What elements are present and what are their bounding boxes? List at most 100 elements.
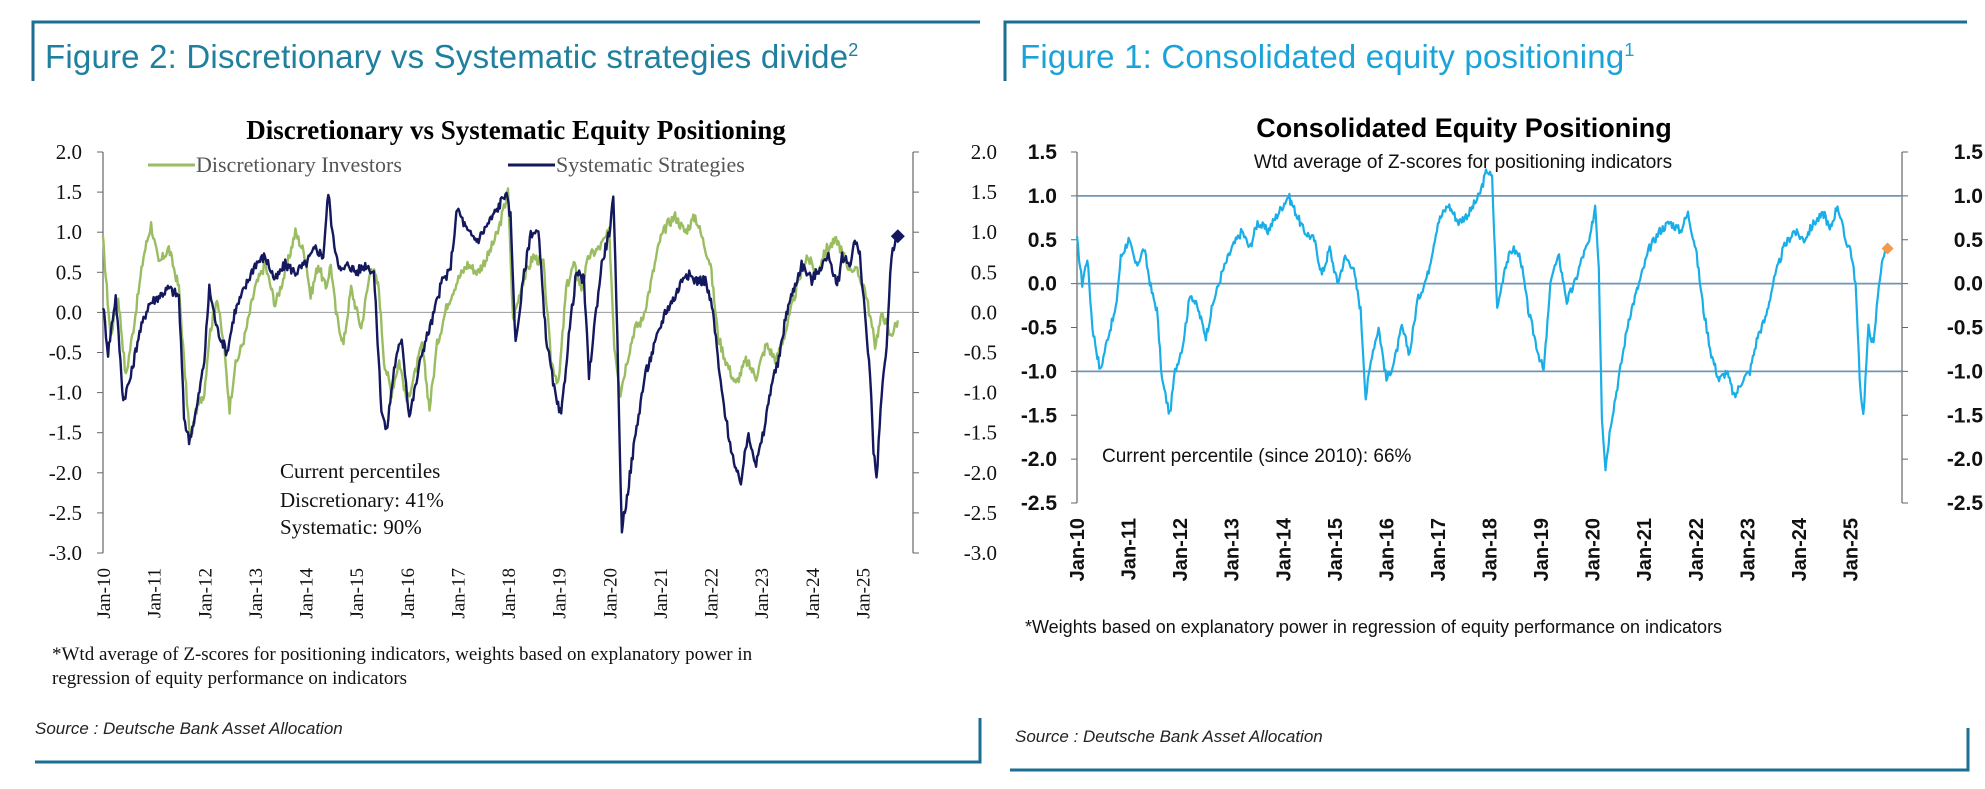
consolidated-positioning-chart: 1.5 1.5 1.0 1.0 0.5 0.5 0.0 0.0 -0.5 -0.5 -1.0 -1.0…	[1021, 113, 1984, 581]
left-y-tick-label: 0.5	[1028, 229, 1058, 252]
x-tick-label: Jan-20	[600, 568, 621, 619]
right-y-tick-label: 0.0	[1954, 273, 1983, 296]
x-tick-label: Jan-24	[1789, 517, 1811, 581]
right-y-tick-label: -2.0	[964, 461, 997, 485]
annotation-systematic-percentile: Systematic: 90%	[280, 515, 422, 539]
left-y-tick-label: -2.0	[49, 461, 82, 485]
left-source-note: Source : Deutsche Bank Asset Allocation	[35, 719, 343, 738]
x-tick-label: Jan-25	[853, 568, 874, 619]
left-y-tick-label: 0.5	[56, 260, 82, 284]
right-y-tick-label: 1.5	[971, 180, 997, 204]
left-y-tick-label: 2.0	[56, 140, 82, 164]
right-source-note: Source : Deutsche Bank Asset Allocation	[1015, 727, 1323, 746]
right-y-tick-label: 1.0	[971, 220, 997, 244]
x-tick-label: Jan-19	[550, 568, 571, 619]
left-y-tick-label: -1.5	[49, 421, 82, 445]
left-figure-panel: Figure 2: Discretionary vs Systematic st…	[0, 0, 997, 789]
x-tick-label: Jan-15	[347, 568, 368, 619]
x-tick-label: Jan-25	[1840, 518, 1862, 581]
right-figure-heading: Figure 1: Consolidated equity positionin…	[1020, 38, 1635, 76]
left-y-tick-label: -3.0	[49, 541, 82, 565]
legend-label-discretionary: Discretionary Investors	[196, 152, 402, 177]
x-tick-label: Jan-15	[1325, 518, 1347, 581]
left-chart-title: Discretionary vs Systematic Equity Posit…	[246, 115, 786, 145]
right-y-tick-label: -2.0	[1947, 448, 1983, 471]
x-tick-label: Jan-22	[1686, 518, 1708, 581]
x-tick-label: Jan-11	[145, 568, 166, 618]
right-y-tick-label: 2.0	[971, 140, 997, 164]
right-y-tick-label: -1.0	[1947, 360, 1983, 383]
x-tick-label: Jan-10	[94, 568, 115, 619]
annotation-discretionary-percentile: Discretionary: 41%	[280, 488, 444, 512]
x-tick-label: Jan-12	[195, 568, 216, 619]
right-frame-bottom-border	[1010, 728, 1970, 772]
left-figure-heading: Figure 2: Discretionary vs Systematic st…	[45, 38, 859, 76]
right-frame-top-border	[1003, 20, 1967, 81]
x-tick-label: Jan-21	[651, 568, 672, 619]
x-tick-label: Jan-10	[1067, 518, 1089, 581]
legend-label-systematic: Systematic Strategies	[556, 152, 745, 177]
x-tick-label: Jan-16	[1376, 518, 1398, 581]
left-footnote-line2: regression of equity performance on indi…	[52, 668, 408, 689]
right-figure-heading-superscript: 1	[1624, 40, 1635, 60]
x-tick-label: Jan-11	[1119, 518, 1141, 580]
left-y-tick-label: 1.0	[1028, 185, 1057, 208]
x-tick-label: Jan-13	[246, 568, 267, 619]
right-y-tick-label: 1.0	[1954, 185, 1983, 208]
right-y-tick-label: -3.0	[964, 541, 997, 565]
x-tick-label: Jan-13	[1222, 518, 1244, 581]
x-tick-label: Jan-23	[1737, 518, 1759, 581]
x-tick-label: Jan-18	[499, 568, 520, 619]
left-frame-bottom-border	[35, 718, 982, 764]
x-tick-label: Jan-14	[1273, 517, 1295, 581]
series-line-discretionary-investors	[101, 187, 899, 441]
left-y-tick-label: -0.5	[1021, 317, 1058, 340]
x-tick-label: Jan-22	[702, 568, 723, 619]
right-y-tick-label: -0.5	[964, 341, 997, 365]
right-y-tick-label: -1.5	[964, 421, 997, 445]
right-chart-subtitle: Wtd average of Z-scores for positioning …	[1254, 152, 1672, 173]
left-y-tick-label: -2.5	[1021, 492, 1058, 515]
right-y-tick-label: -0.5	[1947, 317, 1984, 340]
discretionary-vs-systematic-chart: 2.0 2.0 1.5 1.5 1.0 1.0 0.5 0.5 0.0 0.0 -0.5 -0.5 -1…	[49, 115, 997, 619]
right-y-tick-label: 0.5	[1954, 229, 1984, 252]
right-chart-annotation: Current percentile (since 2010): 66%	[1102, 446, 1412, 467]
annotation-title: Current percentiles	[280, 459, 440, 483]
series-line-consolidated-equity-positioning	[1075, 168, 1889, 472]
systematic-latest-point-marker	[890, 229, 905, 244]
left-footnote-line1: *Wtd average of Z-scores for positioning…	[52, 644, 753, 665]
x-tick-label: Jan-17	[448, 568, 469, 619]
right-y-tick-label: 0.0	[971, 300, 997, 324]
right-figure-panel: Figure 1: Consolidated equity positionin…	[1000, 0, 1985, 789]
x-tick-label: Jan-24	[803, 568, 824, 619]
left-y-tick-label: 0.0	[1028, 273, 1057, 296]
left-figure-heading-superscript: 2	[848, 40, 859, 60]
x-tick-label: Jan-17	[1428, 518, 1450, 581]
x-tick-label: Jan-23	[752, 568, 773, 619]
series-line-systematic-strategies	[101, 191, 899, 534]
right-y-tick-label: -1.5	[1947, 404, 1984, 427]
left-y-tick-label: 1.0	[56, 220, 82, 244]
left-y-tick-label: 0.0	[56, 300, 82, 324]
left-figure-heading-text: Figure 2: Discretionary vs Systematic st…	[45, 38, 849, 75]
left-y-tick-label: 1.5	[56, 180, 82, 204]
right-footnote: *Weights based on explanatory power in r…	[1025, 617, 1723, 637]
left-y-tick-label: -2.0	[1021, 448, 1057, 471]
left-footnote: *Wtd average of Z-scores for positioning…	[52, 643, 752, 691]
left-y-tick-label: -1.0	[1021, 360, 1057, 383]
consolidated-latest-point-marker	[1881, 242, 1894, 255]
right-y-tick-label: -1.0	[964, 381, 997, 405]
right-y-tick-label: 1.5	[1954, 141, 1984, 164]
x-tick-label: Jan-14	[297, 568, 318, 619]
right-chart-title: Consolidated Equity Positioning	[1256, 113, 1672, 143]
left-y-tick-label: -2.5	[49, 501, 82, 525]
x-tick-label: Jan-18	[1480, 518, 1502, 581]
right-y-tick-label: -2.5	[964, 501, 997, 525]
left-figure-frame	[31, 20, 982, 764]
x-tick-label: Jan-16	[398, 568, 419, 619]
left-y-tick-label: -1.5	[1021, 404, 1058, 427]
left-y-tick-label: -1.0	[49, 381, 82, 405]
right-y-tick-label: -2.5	[1947, 492, 1984, 515]
right-figure-heading-text: Figure 1: Consolidated equity positionin…	[1020, 38, 1625, 75]
left-y-tick-label: -0.5	[49, 341, 82, 365]
